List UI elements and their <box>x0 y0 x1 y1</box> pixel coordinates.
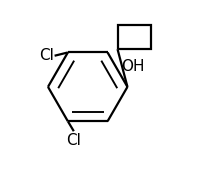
Text: OH: OH <box>122 60 145 74</box>
Text: Cl: Cl <box>39 48 54 63</box>
Text: Cl: Cl <box>66 133 81 148</box>
